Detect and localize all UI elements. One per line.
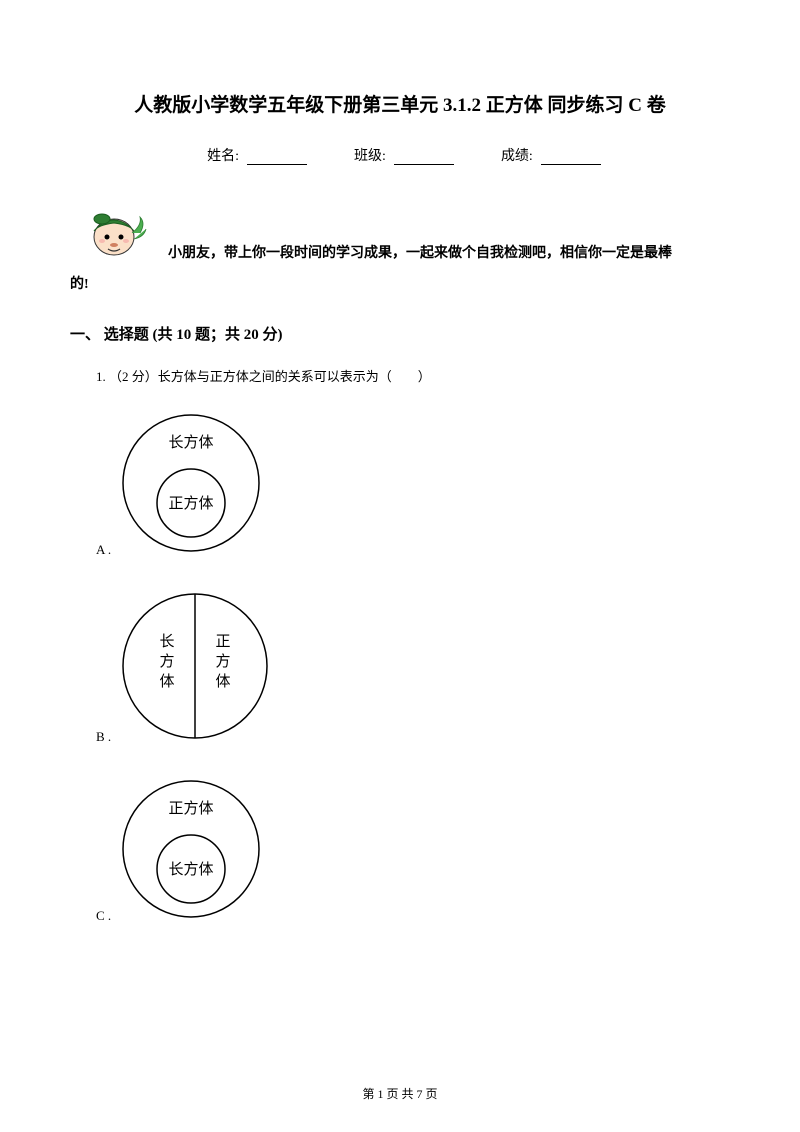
option-b-row: B . 长 方 体 正 方 体 xyxy=(96,588,730,749)
section-heading: 一、 选择题 (共 10 题；共 20 分) xyxy=(70,323,730,344)
name-label: 姓名: xyxy=(207,149,239,164)
class-underline xyxy=(394,151,454,165)
option-c-label: C . xyxy=(96,908,111,928)
diagram-a-inner-text: 正方体 xyxy=(169,495,214,512)
svg-text:正: 正 xyxy=(216,634,231,650)
name-underline xyxy=(247,151,307,165)
form-line: 姓名: 班级: 成绩: xyxy=(70,145,730,165)
svg-text:方: 方 xyxy=(160,653,175,670)
intro-line2: 的! xyxy=(70,270,730,301)
class-label: 班级: xyxy=(354,149,386,164)
svg-text:方: 方 xyxy=(216,653,231,670)
question-1: 1. （2 分）长方体与正方体之间的关系可以表示为（ ） xyxy=(96,366,730,385)
diagram-c: 正方体 长方体 xyxy=(117,775,265,928)
page-footer: 第 1 页 共 7 页 xyxy=(0,1085,800,1102)
svg-text:体: 体 xyxy=(160,673,175,690)
page-title: 人教版小学数学五年级下册第三单元 3.1.2 正方体 同步练习 C 卷 xyxy=(70,90,730,117)
diagram-c-inner-text: 长方体 xyxy=(169,861,214,878)
option-a-label: A . xyxy=(96,542,111,562)
diagram-b: 长 方 体 正 方 体 xyxy=(117,588,273,749)
diagram-c-outer-text: 正方体 xyxy=(169,800,214,817)
score-underline xyxy=(541,151,601,165)
score-label: 成绩: xyxy=(501,149,533,164)
svg-text:体: 体 xyxy=(216,673,231,690)
svg-text:长: 长 xyxy=(160,633,175,650)
mascot-icon xyxy=(80,193,152,270)
intro-line1: 小朋友，带上你一段时间的学习成果，一起来做个自我检测吧，相信你一定是最棒 xyxy=(168,246,672,261)
intro-block: 小朋友，带上你一段时间的学习成果，一起来做个自我检测吧，相信你一定是最棒 的! xyxy=(70,193,730,301)
option-b-label: B . xyxy=(96,729,111,749)
diagram-a: 长方体 正方体 xyxy=(117,409,265,562)
diagram-a-outer-text: 长方体 xyxy=(169,434,214,451)
option-a-row: A . 长方体 正方体 xyxy=(96,409,730,562)
option-c-row: C . 正方体 长方体 xyxy=(96,775,730,928)
